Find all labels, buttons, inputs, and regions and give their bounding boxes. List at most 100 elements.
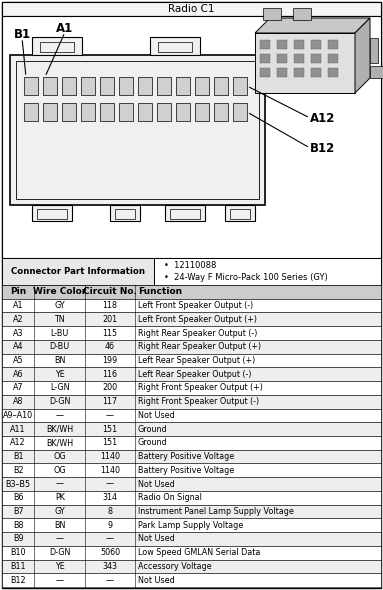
- Bar: [2, 285, 381, 299]
- Text: 5060: 5060: [100, 548, 120, 557]
- Bar: [2, 546, 381, 559]
- Bar: [225, 205, 255, 221]
- Text: —: —: [106, 535, 114, 543]
- Bar: [2, 395, 381, 408]
- Bar: [100, 77, 114, 95]
- Bar: [110, 205, 140, 221]
- Bar: [255, 33, 355, 93]
- Bar: [158, 42, 192, 52]
- Text: Not Used: Not Used: [137, 535, 174, 543]
- Text: —: —: [56, 535, 64, 543]
- Text: Not Used: Not Used: [137, 576, 174, 585]
- Text: •  24-Way F Micro-Pack 100 Series (GY): • 24-Way F Micro-Pack 100 Series (GY): [164, 273, 328, 281]
- Text: Radio On Signal: Radio On Signal: [137, 493, 201, 502]
- Bar: [2, 353, 381, 368]
- Bar: [2, 450, 381, 464]
- Text: —: —: [56, 411, 64, 420]
- Text: 343: 343: [103, 562, 118, 571]
- Bar: [263, 8, 281, 20]
- Text: A12: A12: [310, 112, 336, 124]
- Bar: [62, 77, 76, 95]
- Bar: [2, 340, 381, 353]
- Polygon shape: [355, 18, 370, 93]
- Bar: [2, 299, 381, 313]
- Text: Right Rear Speaker Output (+): Right Rear Speaker Output (+): [137, 342, 261, 351]
- Text: 8: 8: [108, 507, 113, 516]
- Text: YE: YE: [55, 370, 65, 379]
- Text: 117: 117: [103, 397, 118, 406]
- Text: A3: A3: [13, 329, 23, 337]
- Text: Battery Positive Voltage: Battery Positive Voltage: [137, 452, 234, 461]
- Text: GY: GY: [54, 301, 65, 310]
- Bar: [2, 408, 381, 422]
- Bar: [2, 2, 381, 16]
- Bar: [32, 205, 72, 221]
- Bar: [214, 77, 228, 95]
- Bar: [2, 381, 381, 395]
- Bar: [293, 8, 311, 20]
- Text: PK: PK: [55, 493, 65, 502]
- Text: 116: 116: [103, 370, 118, 379]
- Bar: [119, 103, 133, 121]
- Bar: [277, 40, 287, 49]
- Bar: [2, 504, 381, 519]
- Bar: [40, 42, 74, 52]
- Text: BN: BN: [54, 356, 65, 365]
- Text: Accessory Voltage: Accessory Voltage: [137, 562, 211, 571]
- Text: Left Rear Speaker Output (+): Left Rear Speaker Output (+): [137, 356, 255, 365]
- Bar: [277, 68, 287, 77]
- Bar: [230, 209, 250, 219]
- Text: Instrument Panel Lamp Supply Voltage: Instrument Panel Lamp Supply Voltage: [137, 507, 293, 516]
- Text: 1140: 1140: [100, 466, 120, 475]
- Text: 1140: 1140: [100, 452, 120, 461]
- Text: Wire Color: Wire Color: [33, 287, 87, 296]
- Bar: [62, 103, 76, 121]
- Text: Left Front Speaker Output (+): Left Front Speaker Output (+): [137, 315, 257, 324]
- Text: Not Used: Not Used: [137, 480, 174, 489]
- Text: 9: 9: [108, 521, 113, 530]
- Bar: [2, 573, 381, 587]
- Bar: [10, 55, 265, 205]
- Text: Ground: Ground: [137, 425, 167, 434]
- Text: TN: TN: [54, 315, 65, 324]
- Bar: [2, 313, 381, 326]
- Text: BN: BN: [54, 521, 65, 530]
- Text: L-BU: L-BU: [51, 329, 69, 337]
- Bar: [260, 54, 270, 63]
- Text: B10: B10: [10, 548, 26, 557]
- Bar: [24, 77, 38, 95]
- Text: B12: B12: [10, 576, 26, 585]
- Bar: [2, 16, 381, 258]
- Text: —: —: [106, 411, 114, 420]
- Bar: [370, 38, 378, 63]
- Text: 200: 200: [103, 384, 118, 392]
- Text: Circuit No.: Circuit No.: [83, 287, 137, 296]
- Text: A6: A6: [13, 370, 23, 379]
- Bar: [100, 103, 114, 121]
- Text: 314: 314: [103, 493, 118, 502]
- Bar: [311, 40, 321, 49]
- Text: A1: A1: [56, 21, 74, 34]
- Text: Battery Positive Voltage: Battery Positive Voltage: [137, 466, 234, 475]
- Bar: [138, 77, 152, 95]
- Text: Right Rear Speaker Output (-): Right Rear Speaker Output (-): [137, 329, 257, 337]
- Bar: [138, 103, 152, 121]
- Bar: [165, 205, 205, 221]
- Bar: [260, 40, 270, 49]
- Text: Function: Function: [137, 287, 182, 296]
- Text: B8: B8: [13, 521, 23, 530]
- Text: 201: 201: [103, 315, 118, 324]
- Text: B6: B6: [13, 493, 23, 502]
- Bar: [2, 368, 381, 381]
- Text: Left Front Speaker Output (-): Left Front Speaker Output (-): [137, 301, 253, 310]
- Text: —: —: [106, 576, 114, 585]
- Text: 151: 151: [103, 425, 118, 434]
- Text: Right Front Speaker Output (-): Right Front Speaker Output (-): [137, 397, 259, 406]
- Bar: [294, 40, 304, 49]
- Text: A4: A4: [13, 342, 23, 351]
- Text: Connector Part Information: Connector Part Information: [11, 267, 145, 276]
- Text: —: —: [106, 480, 114, 489]
- Text: B11: B11: [10, 562, 26, 571]
- Bar: [328, 40, 338, 49]
- Text: Right Front Speaker Output (+): Right Front Speaker Output (+): [137, 384, 262, 392]
